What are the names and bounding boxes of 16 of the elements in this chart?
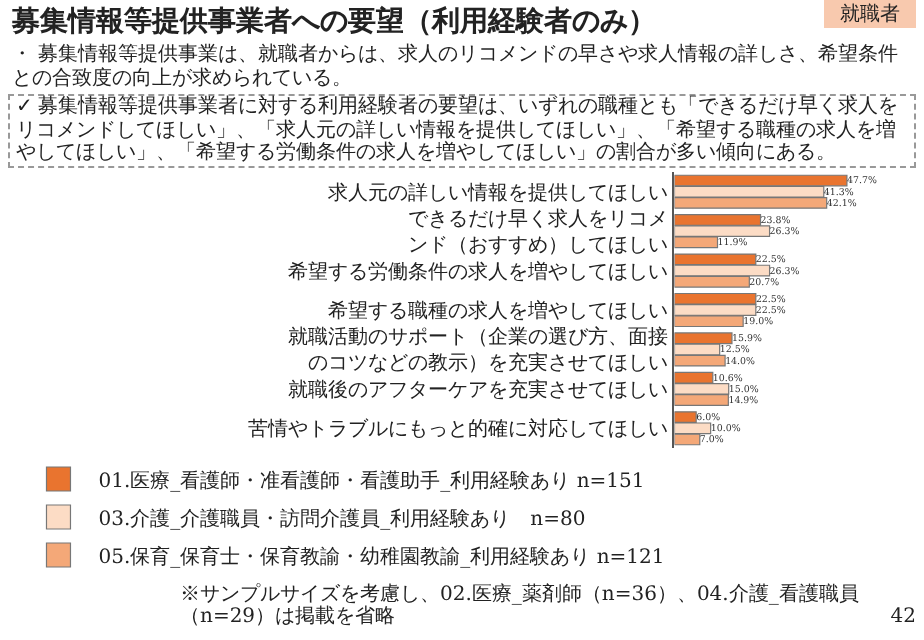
y-tick-label: 希望する職種の求人を増やしてほしい	[328, 298, 669, 322]
legend-label: 01.医療_看護師・准看護師・看護助手_利用経験あり n=151	[98, 467, 645, 492]
text: 募集情報等提供事業者への要望（利用経験者のみ）	[12, 4, 656, 40]
text: ・ 募集情報等提供事業は、就職者からは、求人のリコメンドの早さや求人情報の詳しさ、希望条件との合致度の向上が求められている。	[12, 44, 901, 90]
text: ✓ 募集情報等提供事業者に対する利用経験者の要望は、いずれの職種とも「できるだけ早く求人をリコメンドしてほしい」、「求人元の詳しい情報を提供してほしい」、「希望する職種の求人を増やしてほしい」、「希望する労働条件の求人を増やしてほしい」の割合が多い傾向にある。	[8, 94, 916, 167]
y-tick-label: できるだけ早く求人をリコメンド（おすすめ）してほしい	[408, 206, 669, 257]
y-tick-label: 苦情やトラブルにもっと的確に対応してほしい	[248, 416, 669, 441]
text: ※サンプルサイズを考慮し、02.医療_薬剤師（n=36）、04.介護_看護職員（n=29）は掲載を省略	[180, 583, 859, 628]
y-tick-label: 求人元の詳しい情報を提供してほしい	[328, 179, 669, 204]
y-tick-label: 就職後のアフターケアを充実させてほしい	[288, 376, 669, 401]
legend-label: 05.保育_保育士・保育教諭・幼稚園教諭_利用経験あり n=121	[98, 543, 665, 568]
y-tick-label: 就職活動のサポート（企業の選び方、面接のコツなどの教示）を充実させてほしい	[288, 324, 669, 375]
y-tick-label: 希望する労働条件の求人を増やしてほしい	[288, 258, 669, 283]
legend-label: 03.介護_介護職員・訪問介護員_利用経験あり n=80	[98, 505, 586, 530]
text: 就職者	[824, 0, 916, 28]
text: 42	[890, 606, 916, 629]
